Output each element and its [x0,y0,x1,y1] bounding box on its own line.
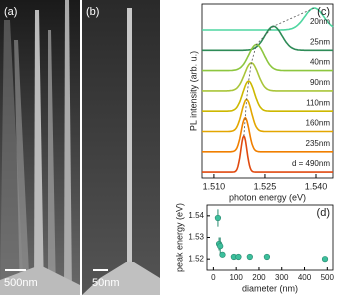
sem-image-a [0,0,80,295]
spectrum [202,62,333,92]
series-label: 110nm [306,98,330,107]
spectrum [202,134,333,173]
spectrum [202,25,333,52]
y-axis-label: peak energy (eV) [174,203,184,272]
x-axis-label: diameter (nm) [242,283,298,293]
x-tick-label: 1.510 [203,181,226,191]
panel-label: (c) [317,6,330,18]
series-label: 40nm [310,58,330,67]
scale-bar-label: 500nm [4,277,38,289]
y-axis-label: PL intensity (arb. u.) [188,51,198,131]
point [263,253,271,261]
x-tick-label: 300 [275,273,289,282]
scale-bar-label: 50nm [92,277,120,289]
x-axis-label: photon energy (eV) [229,192,306,202]
series-label: 90nm [310,78,330,87]
series-label: 20nm [310,17,330,26]
point [235,253,242,261]
series-label: 160nm [306,119,331,128]
sem-image-b [82,0,160,295]
peak-trend [243,7,315,137]
point [246,253,253,261]
point [214,214,222,222]
x-tick-label: 200 [252,273,266,282]
series-label: 235nm [306,139,331,148]
series-label: 25nm [310,37,330,46]
x-tick-label: 400 [298,273,312,282]
x-tick-label: 500 [321,273,335,282]
spectrum [202,43,333,72]
panel-label: (d) [317,207,330,219]
x-tick-label: 100 [229,273,243,282]
series-label: d = 490nm [292,159,330,168]
x-tick-label: 1.525 [254,181,277,191]
spectrum [202,98,333,133]
point [217,243,224,250]
y-tick-label: 1.53 [188,233,204,242]
point [219,251,226,258]
y-tick-label: 1.52 [188,254,204,263]
x-tick-label: 1.540 [305,181,328,191]
panel-label: (a) [4,6,17,18]
point [321,256,329,263]
x-tick-label: 0 [211,273,216,282]
spectrum [202,80,333,112]
plot-frame [206,204,334,271]
spectrum [202,116,333,153]
panel-label: (b) [86,6,99,18]
y-tick-label: 1.54 [188,211,204,220]
